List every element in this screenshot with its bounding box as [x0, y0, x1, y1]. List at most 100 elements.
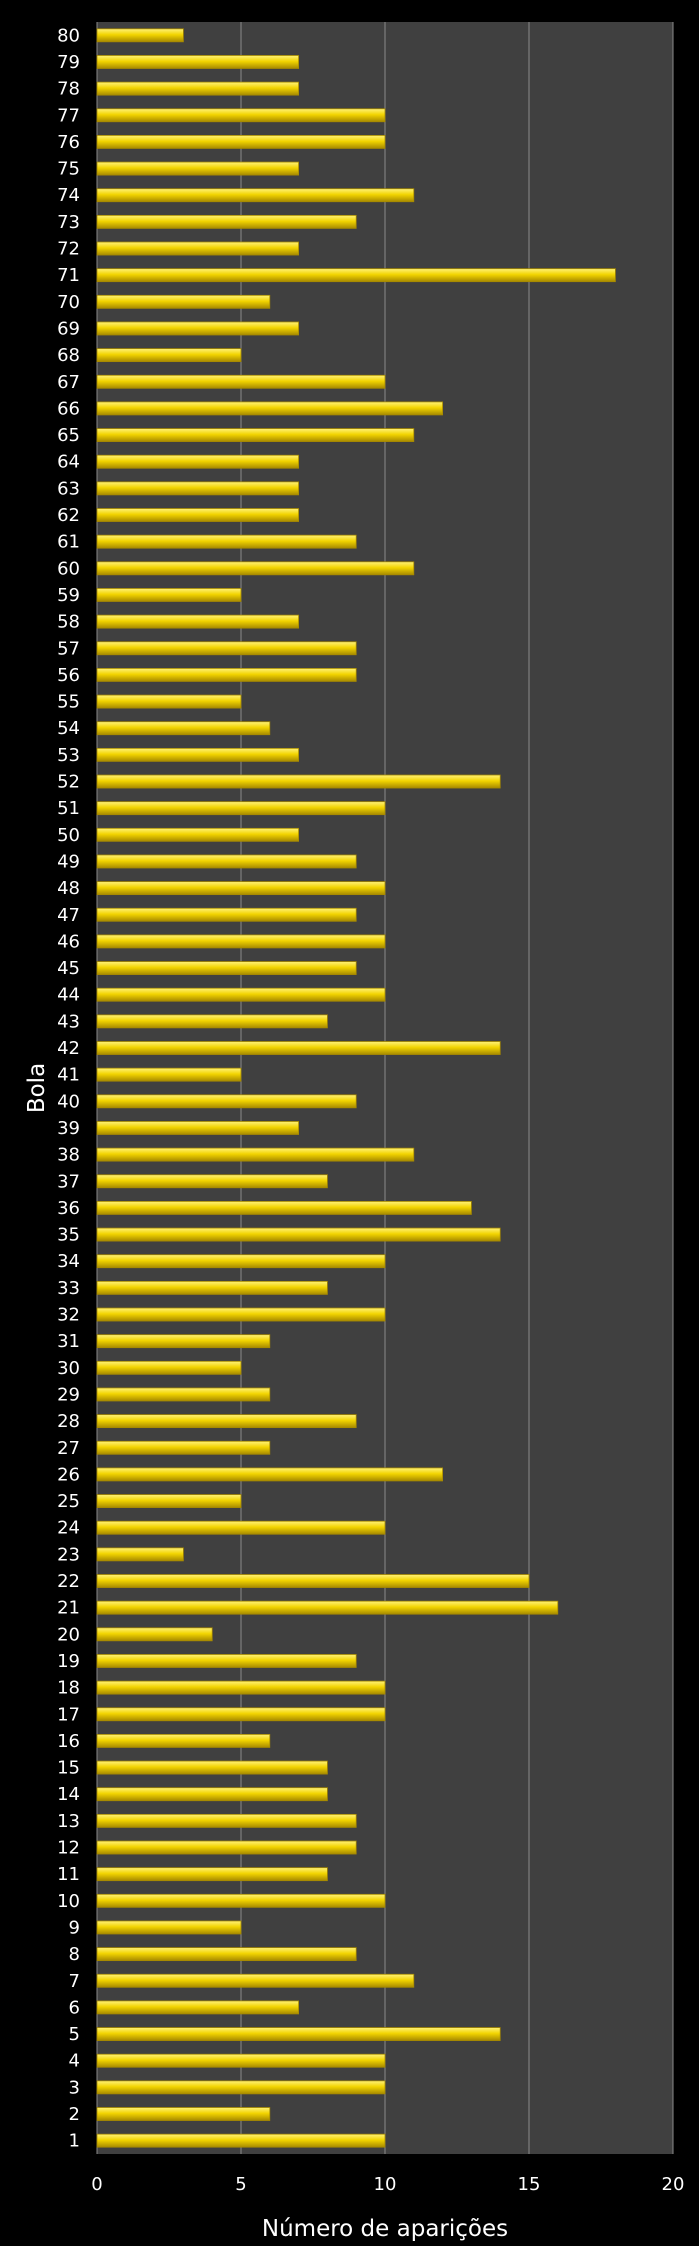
y-tick-label: 1	[69, 2131, 80, 2152]
bar-42	[96, 1041, 501, 1055]
y-tick-label: 15	[57, 1758, 80, 1779]
y-tick-label: 56	[57, 665, 80, 686]
y-tick-label: 7	[69, 1971, 80, 1992]
y-tick-label: 4	[69, 2051, 80, 2072]
y-tick-label: 75	[57, 159, 80, 180]
y-tick-label: 5	[69, 2024, 80, 2045]
bar-4	[96, 2053, 386, 2068]
bar-11	[96, 1867, 328, 1882]
bar-15	[96, 1760, 328, 1775]
y-tick-label: 10	[57, 1891, 80, 1912]
y-tick-label: 49	[57, 851, 80, 872]
y-tick-label: 14	[57, 1784, 80, 1805]
y-tick-label: 8	[69, 1944, 80, 1965]
y-tick-label: 47	[57, 905, 80, 926]
y-tick-label: 30	[57, 1358, 80, 1379]
y-tick-label: 31	[57, 1331, 80, 1352]
y-tick-label: 3	[69, 2077, 80, 2098]
bar-21	[96, 1600, 559, 1615]
bar-61	[96, 534, 357, 549]
x-axis-title: Número de aparições	[262, 2216, 508, 2242]
y-tick-label: 57	[57, 638, 80, 659]
bar-5	[96, 2027, 501, 2041]
bar-57	[96, 641, 357, 656]
bar-34	[96, 1254, 386, 1269]
bar-62	[96, 508, 300, 522]
bar-77	[96, 108, 386, 123]
y-tick-label: 62	[57, 505, 80, 526]
y-tick-label: 27	[57, 1438, 80, 1459]
bar-60	[96, 561, 415, 576]
y-tick-label: 36	[57, 1198, 80, 1219]
bar-68	[96, 348, 242, 363]
y-tick-label: 52	[57, 772, 80, 793]
y-tick-label: 29	[57, 1384, 80, 1405]
y-tick-label: 80	[57, 25, 80, 46]
bar-8	[96, 1947, 357, 1962]
bar-51	[96, 801, 386, 816]
bar-1	[96, 2133, 386, 2148]
y-tick-label: 40	[57, 1091, 80, 1112]
y-tick-label: 54	[57, 718, 80, 739]
bar-64	[96, 454, 300, 469]
bar-3	[96, 2080, 386, 2095]
y-tick-label: 46	[57, 931, 80, 952]
y-tick-label: 43	[57, 1011, 80, 1032]
y-tick-label: 28	[57, 1411, 80, 1432]
bar-55	[96, 694, 242, 709]
bar-35	[96, 1227, 501, 1242]
x-tick-label: 20	[662, 2174, 685, 2195]
bar-73	[96, 214, 357, 229]
bar-7	[96, 1973, 415, 1988]
y-tick-label: 77	[57, 105, 80, 126]
bar-48	[96, 881, 386, 896]
bar-6	[96, 2000, 300, 2015]
y-tick-label: 37	[57, 1171, 80, 1192]
y-tick-label: 42	[57, 1038, 80, 1059]
y-tick-label: 6	[69, 1997, 80, 2018]
y-tick-label: 55	[57, 692, 80, 713]
bar-28	[96, 1414, 357, 1429]
bar-12	[96, 1840, 357, 1855]
bar-24	[96, 1520, 386, 1535]
bar-29	[96, 1387, 271, 1402]
bar-49	[96, 854, 357, 869]
y-tick-label: 44	[57, 985, 80, 1006]
bar-40	[96, 1094, 357, 1109]
bar-46	[96, 934, 386, 949]
y-tick-label: 33	[57, 1278, 80, 1299]
y-axis-title: Bola	[24, 1063, 50, 1113]
bar-33	[96, 1280, 328, 1295]
y-tick-labels: 1234567891011121314151617181920212223242…	[57, 25, 80, 2151]
bar-41	[96, 1067, 242, 1082]
bar-65	[96, 428, 415, 442]
y-tick-label: 58	[57, 612, 80, 633]
y-tick-label: 38	[57, 1145, 80, 1166]
bar-80	[96, 28, 184, 43]
bar-26	[96, 1467, 444, 1482]
bar-13	[96, 1813, 357, 1828]
y-tick-label: 70	[57, 292, 80, 313]
y-tick-label: 63	[57, 478, 80, 499]
y-tick-label: 25	[57, 1491, 80, 1512]
y-tick-label: 26	[57, 1464, 80, 1485]
bar-53	[96, 747, 300, 762]
bar-54	[96, 721, 271, 736]
bar-74	[96, 188, 415, 203]
bar-45	[96, 961, 357, 975]
y-tick-label: 12	[57, 1838, 80, 1859]
y-tick-label: 24	[57, 1518, 80, 1539]
x-tick-label: 10	[374, 2174, 397, 2195]
bar-25	[96, 1494, 242, 1508]
bars	[96, 28, 616, 2148]
y-tick-label: 67	[57, 372, 80, 393]
y-tick-label: 66	[57, 398, 80, 419]
bar-67	[96, 374, 386, 389]
bar-17	[96, 1707, 386, 1722]
y-tick-label: 17	[57, 1704, 80, 1725]
y-tick-label: 64	[57, 452, 80, 473]
y-tick-label: 68	[57, 345, 80, 366]
y-tick-label: 50	[57, 825, 80, 846]
y-tick-label: 35	[57, 1225, 80, 1246]
